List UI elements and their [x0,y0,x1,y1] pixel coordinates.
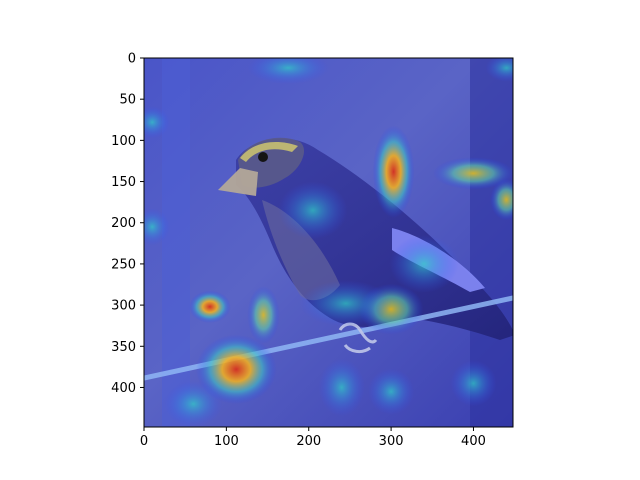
bird-eye [258,152,268,162]
y-tick-label: 250 [111,257,136,272]
heat-spot [318,358,365,417]
heatmap-overlay [144,58,513,427]
x-tick-label: 0 [140,434,148,449]
bird-brow-stripe [240,142,298,162]
image-layer [144,58,513,427]
heat-spot [164,380,223,427]
x-tick-label: 300 [379,434,404,449]
y-tick-label: 50 [119,93,136,108]
x-tick-label: 200 [296,434,321,449]
heat-spot [189,290,231,323]
y-tick-label: 0 [128,52,136,67]
heat-spot [490,178,513,221]
heat-spot [299,280,392,327]
heat-spot [485,58,513,82]
x-tick-label: 400 [461,434,486,449]
heat-spot [144,208,170,246]
heat-spot [368,368,415,415]
y-tick-label: 150 [111,175,136,190]
y-tick-label: 200 [111,216,136,231]
x-axis: 0 100 200 300 400 [140,427,486,449]
bird-breast [262,200,340,301]
heat-spot [433,157,513,190]
plot-frame [143,57,514,428]
y-tick-label: 400 [111,381,136,396]
x-tick-label: 100 [214,434,239,449]
heat-spot [372,125,415,218]
heat-spot [195,334,277,404]
heat-spot [247,286,280,344]
y-tick-label: 100 [111,134,136,149]
y-axis: 0 50 100 150 200 250 300 350 400 [111,52,144,396]
bird-beak [218,168,258,196]
heat-spot [450,360,497,407]
y-tick-label: 300 [111,299,136,314]
y-tick-label: 350 [111,340,136,355]
heat-spot [144,106,170,139]
heat-spot [389,235,459,293]
plot-area [143,57,514,428]
heat-spot [247,58,329,85]
heat-spot [278,181,348,240]
